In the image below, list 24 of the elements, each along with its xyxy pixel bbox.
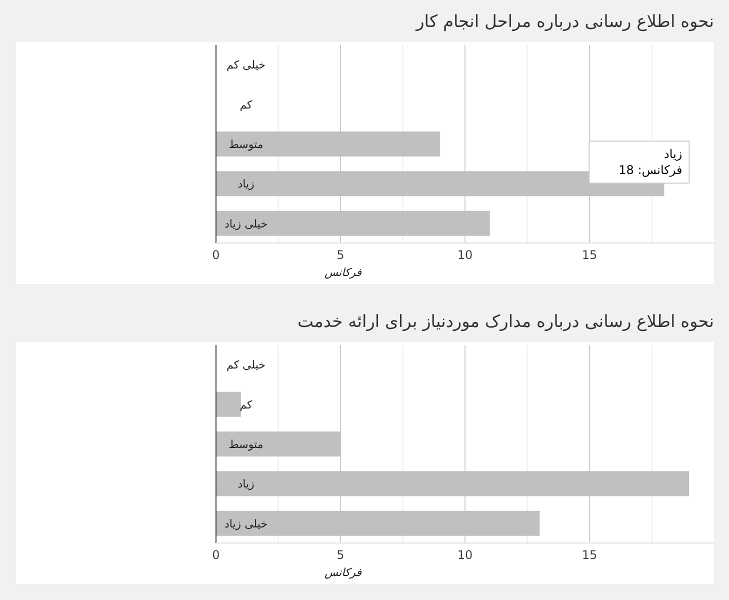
y-tick-label: متوسط — [228, 138, 264, 151]
x-tick-label: 5 — [336, 248, 344, 262]
y-tick-label: کم — [240, 98, 254, 112]
y-tick-label: متوسط — [228, 438, 264, 451]
x-tick-label: 10 — [457, 248, 473, 262]
y-tick-label: کم — [240, 398, 254, 412]
x-tick-label: 15 — [582, 548, 598, 562]
y-tick-label: زیاد — [238, 178, 254, 191]
x-tick-label: 0 — [212, 248, 220, 262]
y-tick-label: زیاد — [238, 478, 254, 491]
x-axis-title: فرکانس — [324, 266, 362, 279]
chart-title: نحوه اطلاع رسانی درباره مدارک موردنیاز برای ارائه خدمت — [298, 312, 714, 332]
y-tick-label: خیلی زیاد — [224, 217, 268, 230]
x-tick-label: 10 — [457, 548, 473, 562]
x-tick-label: 15 — [582, 248, 598, 262]
x-tick-label: 0 — [212, 548, 220, 562]
x-axis-title: فرکانس — [324, 566, 362, 579]
y-tick-label: خیلی کم — [226, 358, 266, 372]
bar — [216, 392, 241, 417]
annotation: زیاد فرکانس: 18 — [618, 147, 682, 178]
chart-title: نحوه اطلاع رسانی درباره مراحل انجام کار — [415, 12, 714, 32]
x-tick-label: 5 — [336, 548, 344, 562]
y-tick-label: خیلی کم — [226, 58, 266, 72]
y-tick-label: خیلی زیاد — [224, 517, 268, 530]
